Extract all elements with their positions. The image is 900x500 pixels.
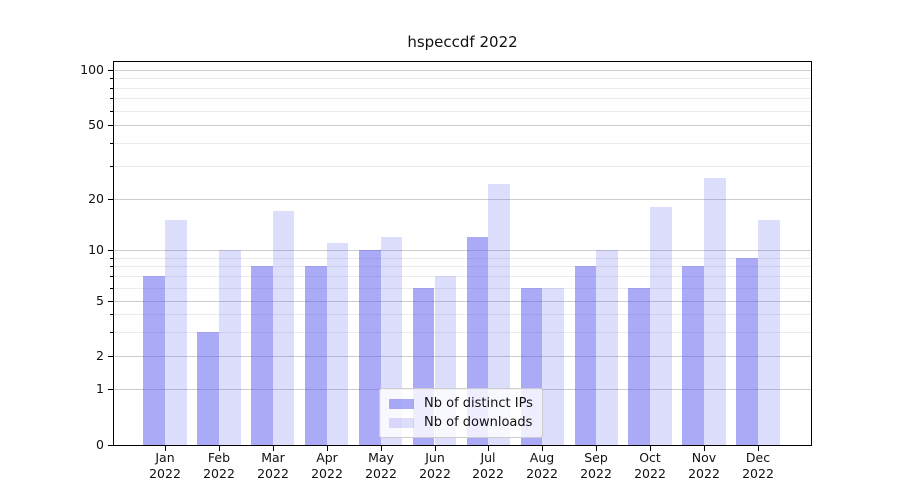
gridline-minor-3: [114, 332, 811, 333]
x-tick-label-nov-2022: Nov 2022: [688, 450, 720, 481]
y-minor-tick-8: [110, 266, 114, 267]
x-tick-jan-2022: [165, 445, 166, 451]
gridline-minor-90: [114, 78, 811, 79]
x-tick-jul-2022: [488, 445, 489, 451]
gridline-minor-4: [114, 314, 811, 315]
bar-downloads-nov-2022: [704, 177, 726, 445]
y-tick-100: [108, 70, 114, 71]
y-minor-tick-60: [110, 111, 114, 112]
legend: Nb of distinct IPs Nb of downloads: [379, 388, 543, 438]
y-tick-label-100: 100: [80, 62, 104, 77]
bar-downloads-jan-2022: [165, 220, 187, 445]
x-tick-sep-2022: [596, 445, 597, 451]
gridline-major-5: [114, 301, 811, 302]
x-tick-label-dec-2022: Dec 2022: [742, 450, 774, 481]
bar-downloads-dec-2022: [757, 220, 780, 445]
legend-label-downloads: Nb of downloads: [424, 415, 533, 430]
chart-title: hspeccdf 2022: [407, 33, 518, 51]
bar-downloads-jul-2022: [488, 184, 511, 445]
legend-item-downloads: Nb of downloads: [389, 415, 533, 430]
y-minor-tick-3: [110, 332, 114, 333]
y-tick-2: [108, 356, 114, 357]
bar-downloads-sep-2022: [596, 250, 618, 445]
y-minor-tick-9: [110, 258, 114, 259]
y-tick-0: [108, 445, 114, 446]
bar-downloads-aug-2022: [542, 287, 564, 445]
y-minor-tick-6: [110, 288, 114, 289]
y-tick-10: [108, 250, 114, 251]
bar-downloads-apr-2022: [326, 243, 349, 445]
plot-area: Nb of distinct IPs Nb of downloads: [113, 61, 812, 446]
bar-downloads-mar-2022: [272, 211, 295, 445]
x-tick-oct-2022: [650, 445, 651, 451]
x-tick-label-sep-2022: Sep 2022: [580, 450, 612, 481]
x-tick-label-mar-2022: Mar 2022: [257, 450, 289, 481]
legend-swatch-downloads: [389, 417, 414, 428]
x-tick-nov-2022: [704, 445, 705, 451]
gridline-minor-6: [114, 288, 811, 289]
y-minor-tick-80: [110, 88, 114, 89]
y-tick-1: [108, 389, 114, 390]
bar-downloads-oct-2022: [650, 206, 672, 445]
y-tick-label-10: 10: [88, 242, 104, 257]
bar-distinct-ips-apr-2022: [305, 266, 327, 445]
y-minor-tick-7: [110, 276, 114, 277]
gridline-major-100: [114, 70, 811, 71]
x-tick-label-feb-2022: Feb 2022: [203, 450, 235, 481]
x-tick-mar-2022: [273, 445, 274, 451]
gridline-major-2: [114, 356, 811, 357]
y-minor-tick-90: [110, 78, 114, 79]
x-tick-aug-2022: [542, 445, 543, 451]
y-tick-label-5: 5: [96, 293, 104, 308]
bar-distinct-ips-may-2022: [358, 250, 381, 445]
gridline-major-10: [114, 250, 811, 251]
legend-label-distinct-ips: Nb of distinct IPs: [424, 396, 533, 411]
x-tick-label-jun-2022: Jun 2022: [419, 450, 451, 481]
x-tick-apr-2022: [327, 445, 328, 451]
gridline-minor-30: [114, 166, 811, 167]
x-tick-jun-2022: [435, 445, 436, 451]
y-minor-tick-4: [110, 314, 114, 315]
gridline-minor-7: [114, 276, 811, 277]
y-minor-tick-30: [110, 166, 114, 167]
x-tick-label-jul-2022: Jul 2022: [472, 450, 504, 481]
gridline-minor-9: [114, 258, 811, 259]
bar-downloads-feb-2022: [218, 250, 241, 445]
y-minor-tick-40: [110, 143, 114, 144]
x-tick-label-may-2022: May 2022: [365, 450, 397, 481]
y-tick-50: [108, 125, 114, 126]
y-tick-label-1: 1: [96, 381, 104, 396]
bar-distinct-ips-oct-2022: [628, 287, 651, 445]
bar-distinct-ips-mar-2022: [251, 266, 273, 445]
bar-distinct-ips-dec-2022: [736, 257, 758, 445]
x-tick-feb-2022: [219, 445, 220, 451]
bar-distinct-ips-sep-2022: [574, 266, 597, 445]
x-tick-dec-2022: [758, 445, 759, 451]
gridline-minor-70: [114, 98, 811, 99]
gridline-major-50: [114, 125, 811, 126]
y-minor-tick-70: [110, 98, 114, 99]
bar-distinct-ips-jan-2022: [143, 276, 165, 445]
y-tick-label-50: 50: [88, 117, 104, 132]
legend-item-distinct-ips: Nb of distinct IPs: [389, 396, 533, 411]
x-tick-may-2022: [381, 445, 382, 451]
y-tick-label-20: 20: [88, 191, 104, 206]
gridline-major-20: [114, 199, 811, 200]
legend-swatch-distinct-ips: [389, 398, 414, 409]
y-tick-5: [108, 301, 114, 302]
x-tick-label-jan-2022: Jan 2022: [149, 450, 181, 481]
x-tick-label-oct-2022: Oct 2022: [634, 450, 666, 481]
y-tick-20: [108, 199, 114, 200]
x-tick-label-aug-2022: Aug 2022: [526, 450, 558, 481]
bar-distinct-ips-feb-2022: [197, 331, 219, 445]
x-tick-label-apr-2022: Apr 2022: [311, 450, 343, 481]
gridline-minor-80: [114, 88, 811, 89]
gridline-minor-60: [114, 111, 811, 112]
bar-distinct-ips-nov-2022: [682, 266, 704, 445]
gridline-minor-8: [114, 266, 811, 267]
y-tick-label-2: 2: [96, 348, 104, 363]
y-tick-label-0: 0: [96, 437, 104, 452]
gridline-minor-40: [114, 143, 811, 144]
